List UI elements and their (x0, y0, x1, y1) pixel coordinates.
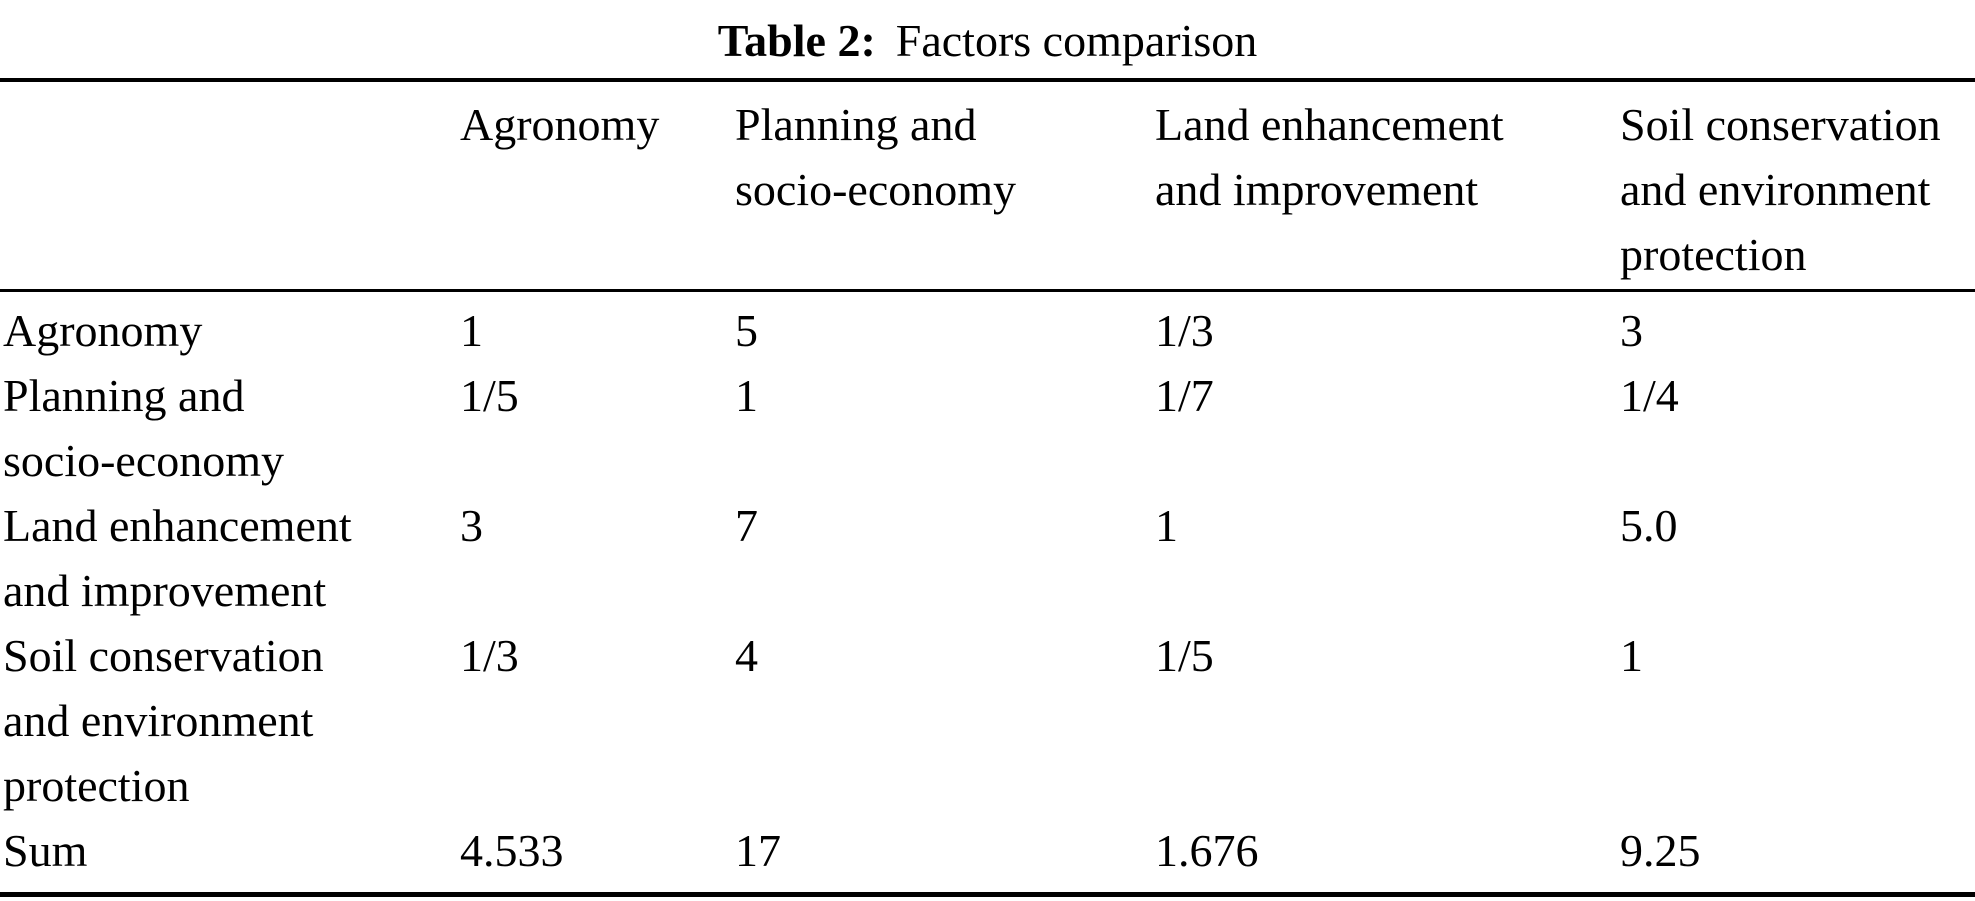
row-label-soil: Soil conservation and environment protec… (3, 630, 324, 811)
cell-value: 1/3 (460, 630, 519, 681)
cell-value: 7 (735, 500, 758, 551)
table-caption-title: Factors comparison (895, 15, 1258, 66)
cell-value: 5 (735, 305, 758, 356)
row-label-land: Land enhancement and improvement (3, 500, 352, 616)
row-label-agronomy: Agronomy (3, 305, 203, 356)
header-cell-soil: Soil conservation and environment protec… (1620, 80, 1975, 292)
row-label-planning: Planning and socio-economy (3, 370, 285, 486)
table-header: Agronomy Planning and socio-economy Land… (0, 80, 1975, 292)
cell-value: 1/5 (460, 370, 519, 421)
table-caption: Table 2: Factors comparison (0, 0, 1975, 78)
table-caption-label: Table 2: (717, 15, 876, 66)
header-row: Agronomy Planning and socio-economy Land… (0, 80, 1975, 292)
header-cell-land: Land enhancement and improvement (1155, 80, 1620, 292)
cell-value: 1 (1155, 500, 1178, 551)
cell-value: 1 (1620, 630, 1643, 681)
cell-value: 1 (735, 370, 758, 421)
cell-value: 4 (735, 630, 758, 681)
cell-value: 1/3 (1155, 305, 1214, 356)
table-row: Soil conservation and environment protec… (0, 623, 1975, 818)
table-body: Agronomy 1 5 1/3 3 Planning and socio-ec… (0, 291, 1975, 895)
cell-value: 1.676 (1155, 825, 1259, 876)
factors-comparison-table: Agronomy Planning and socio-economy Land… (0, 78, 1975, 897)
cell-value: 1/5 (1155, 630, 1214, 681)
header-cell-empty (0, 80, 460, 292)
table-row: Land enhancement and improvement 3 7 1 5… (0, 493, 1975, 623)
row-label-sum: Sum (3, 825, 88, 876)
cell-value: 3 (1620, 305, 1643, 356)
cell-value: 4.533 (460, 825, 564, 876)
cell-value: 5.0 (1620, 500, 1678, 551)
cell-value: 3 (460, 500, 483, 551)
header-cell-agronomy: Agronomy (460, 80, 735, 292)
table-row: Agronomy 1 5 1/3 3 (0, 291, 1975, 364)
cell-value: 1/7 (1155, 370, 1214, 421)
header-cell-planning: Planning and socio-economy (735, 80, 1155, 292)
table-row-sum: Sum 4.533 17 1.676 9.25 (0, 818, 1975, 895)
cell-value: 9.25 (1620, 825, 1701, 876)
cell-value: 17 (735, 825, 781, 876)
cell-value: 1 (460, 305, 483, 356)
cell-value: 1/4 (1620, 370, 1679, 421)
table-row: Planning and socio-economy 1/5 1 1/7 1/4 (0, 363, 1975, 493)
